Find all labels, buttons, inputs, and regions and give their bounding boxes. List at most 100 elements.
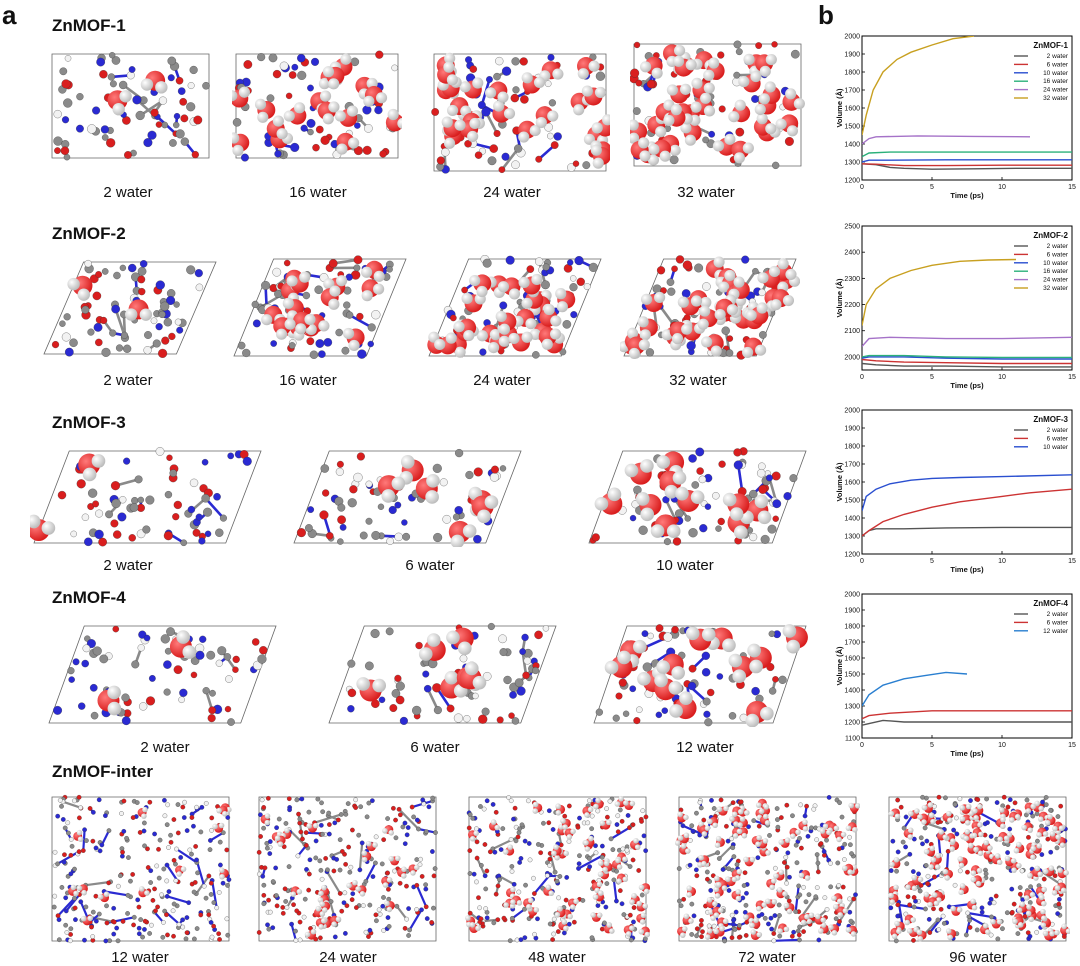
x-tick-label: 10 bbox=[998, 742, 1006, 749]
structure-znmof-2-24-water bbox=[425, 255, 605, 360]
x-axis-label: Time (ps) bbox=[950, 749, 984, 758]
caption-znmof-4-2-water: 2 water bbox=[75, 739, 255, 756]
x-tick-label: 5 bbox=[930, 558, 934, 565]
y-tick-label: 1700 bbox=[844, 462, 860, 469]
chart-title: ZnMOF-1 bbox=[1033, 41, 1068, 50]
caption-inter-48-water: 48 water bbox=[467, 949, 647, 966]
series-line-32-water bbox=[862, 36, 974, 135]
y-tick-label: 1500 bbox=[844, 498, 860, 505]
structure-znmof-3-2-water bbox=[30, 447, 265, 547]
y-tick-label: 1700 bbox=[844, 640, 860, 647]
caption-inter-96-water: 96 water bbox=[888, 949, 1068, 966]
legend-entry: 10 water bbox=[1043, 444, 1069, 451]
structure-znmof-1-16-water bbox=[232, 50, 402, 162]
caption-inter-12-water: 12 water bbox=[50, 949, 230, 966]
y-tick-label: 2000 bbox=[844, 408, 860, 415]
y-tick-label: 1200 bbox=[844, 178, 860, 185]
x-tick-label: 5 bbox=[930, 184, 934, 191]
y-axis-label: Volume (Å) bbox=[835, 278, 844, 318]
caption-znmof-2-32-water: 32 water bbox=[608, 372, 788, 389]
structure-znmof-2-32-water bbox=[620, 255, 800, 360]
y-tick-label: 1400 bbox=[844, 516, 860, 523]
y-tick-label: 2000 bbox=[844, 592, 860, 599]
series-line-24-water bbox=[862, 337, 1072, 346]
caption-znmof-1-32-water: 32 water bbox=[616, 184, 796, 201]
series-line-6-water bbox=[862, 711, 1072, 719]
caption-znmof-3-2-water: 2 water bbox=[38, 557, 218, 574]
series-line-32-water bbox=[862, 260, 1016, 326]
x-axis-label: Time (ps) bbox=[950, 565, 984, 574]
y-tick-label: 1800 bbox=[844, 444, 860, 451]
series-line-6-water bbox=[862, 164, 1072, 166]
y-tick-label: 1800 bbox=[844, 70, 860, 77]
row-title-znmof-3: ZnMOF-3 bbox=[52, 413, 126, 433]
legend-entry: 24 water bbox=[1043, 277, 1069, 284]
legend-entry: 16 water bbox=[1043, 268, 1069, 275]
x-tick-label: 10 bbox=[998, 558, 1006, 565]
panel-label-b: b bbox=[818, 0, 834, 31]
plot-frame bbox=[862, 36, 1072, 180]
row-title-znmof-4: ZnMOF-4 bbox=[52, 588, 126, 608]
x-axis-label: Time (ps) bbox=[950, 381, 984, 390]
caption-znmof-1-2-water: 2 water bbox=[38, 184, 218, 201]
caption-inter-24-water: 24 water bbox=[258, 949, 438, 966]
plot-frame bbox=[862, 594, 1072, 738]
chart-title: ZnMOF-2 bbox=[1033, 231, 1068, 240]
y-tick-label: 2000 bbox=[844, 34, 860, 41]
structure-znmof-1-24-water bbox=[430, 50, 610, 175]
caption-znmof-4-12-water: 12 water bbox=[615, 739, 795, 756]
row-title-znmof-inter: ZnMOF-inter bbox=[52, 762, 153, 782]
x-tick-label: 10 bbox=[998, 374, 1006, 381]
plot-frame bbox=[862, 410, 1072, 554]
legend-entry: 32 water bbox=[1043, 95, 1069, 102]
x-axis-label: Time (ps) bbox=[950, 191, 984, 200]
row-title-znmof-2: ZnMOF-2 bbox=[52, 224, 126, 244]
y-tick-label: 1900 bbox=[844, 608, 860, 615]
series-line-2-water bbox=[862, 720, 1072, 725]
y-tick-label: 1400 bbox=[844, 688, 860, 695]
y-tick-label: 1500 bbox=[844, 672, 860, 679]
x-tick-label: 10 bbox=[998, 184, 1006, 191]
structure-znmof-4-12-water bbox=[590, 622, 810, 727]
legend-entry: 32 water bbox=[1043, 285, 1069, 292]
x-tick-label: 0 bbox=[860, 558, 864, 565]
y-tick-label: 1700 bbox=[844, 88, 860, 95]
structure-znmof-3-6-water bbox=[290, 447, 525, 547]
x-tick-label: 0 bbox=[860, 742, 864, 749]
y-tick-label: 1300 bbox=[844, 704, 860, 711]
structure-znmof-2-16-water bbox=[230, 255, 410, 360]
y-tick-label: 2200 bbox=[844, 302, 860, 309]
x-tick-label: 5 bbox=[930, 742, 934, 749]
row-title-znmof-1: ZnMOF-1 bbox=[52, 16, 126, 36]
series-line-12-water bbox=[862, 672, 967, 706]
caption-inter-72-water: 72 water bbox=[677, 949, 857, 966]
structure-znmof-inter-96-water bbox=[885, 793, 1070, 945]
structure-znmof-inter-12-water bbox=[48, 793, 233, 945]
caption-znmof-2-24-water: 24 water bbox=[412, 372, 592, 389]
chart-title: ZnMOF-3 bbox=[1033, 415, 1068, 424]
x-tick-label: 15 bbox=[1068, 742, 1076, 749]
y-tick-label: 2300 bbox=[844, 276, 860, 283]
y-axis-label: Volume (Å) bbox=[835, 646, 844, 686]
caption-znmof-4-6-water: 6 water bbox=[345, 739, 525, 756]
series-line-24-water bbox=[862, 136, 1030, 144]
y-axis-label: Volume (Å) bbox=[835, 462, 844, 502]
y-tick-label: 1300 bbox=[844, 534, 860, 541]
legend-entry: 2 water bbox=[1047, 427, 1069, 434]
chart-title: ZnMOF-4 bbox=[1033, 599, 1068, 608]
x-tick-label: 0 bbox=[860, 374, 864, 381]
y-tick-label: 1600 bbox=[844, 656, 860, 663]
y-tick-label: 1500 bbox=[844, 124, 860, 131]
series-line-2-water bbox=[862, 527, 1072, 536]
legend-entry: 10 water bbox=[1043, 70, 1069, 77]
y-tick-label: 1200 bbox=[844, 720, 860, 727]
structure-znmof-inter-72-water bbox=[675, 793, 860, 945]
legend-entry: 2 water bbox=[1047, 243, 1069, 250]
structure-znmof-3-10-water bbox=[585, 447, 810, 547]
caption-znmof-1-16-water: 16 water bbox=[228, 184, 408, 201]
legend-entry: 6 water bbox=[1047, 251, 1069, 258]
y-tick-label: 2100 bbox=[844, 328, 860, 335]
